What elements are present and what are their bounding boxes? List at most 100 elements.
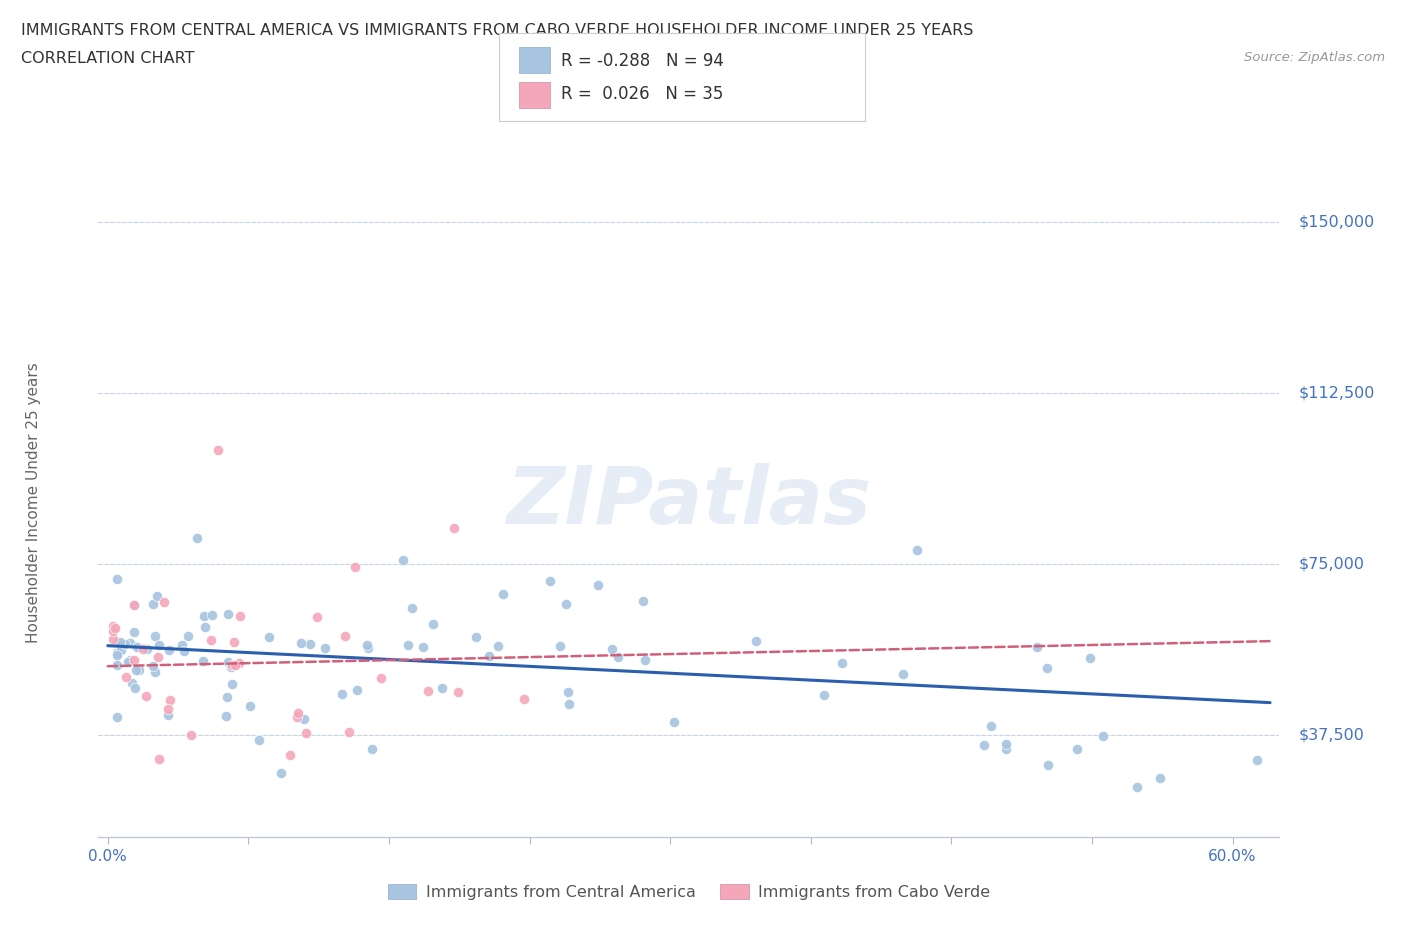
- Point: [1036, 660, 1059, 675]
- Point: [416, 684, 439, 698]
- Point: [193, 608, 215, 623]
- Point: [512, 692, 534, 707]
- Point: [145, 665, 167, 680]
- Point: [108, 634, 131, 649]
- Point: [125, 640, 148, 655]
- Point: [292, 711, 315, 726]
- Point: [103, 623, 125, 638]
- Point: [132, 642, 155, 657]
- Point: [1066, 741, 1088, 756]
- Point: [103, 631, 125, 646]
- Point: [557, 684, 579, 699]
- Point: [337, 724, 360, 739]
- Point: [464, 630, 486, 644]
- Point: [148, 638, 170, 653]
- Point: [121, 676, 143, 691]
- Point: [105, 646, 128, 661]
- Point: [343, 560, 366, 575]
- Point: [104, 620, 127, 635]
- Point: [114, 670, 136, 684]
- Point: [259, 630, 281, 644]
- Point: [396, 637, 419, 652]
- Point: [631, 593, 654, 608]
- Point: [124, 625, 146, 640]
- Text: $112,500: $112,500: [1298, 385, 1375, 401]
- Point: [270, 766, 292, 781]
- Point: [588, 578, 610, 592]
- Point: [159, 692, 181, 707]
- Point: [105, 658, 128, 672]
- Point: [124, 597, 146, 612]
- Point: [330, 686, 353, 701]
- Point: [177, 629, 200, 644]
- Point: [222, 634, 245, 649]
- Point: [744, 634, 766, 649]
- Point: [157, 643, 180, 658]
- Point: [117, 654, 139, 669]
- Point: [1092, 728, 1115, 743]
- Point: [422, 617, 444, 631]
- Point: [136, 642, 159, 657]
- Point: [118, 653, 141, 668]
- Point: [1078, 650, 1101, 665]
- Point: [200, 632, 222, 647]
- Legend: Immigrants from Central America, Immigrants from Cabo Verde: Immigrants from Central America, Immigra…: [381, 877, 997, 906]
- Point: [105, 571, 128, 586]
- Point: [228, 656, 250, 671]
- Text: $37,500: $37,500: [1298, 727, 1364, 742]
- Point: [831, 655, 853, 670]
- Point: [191, 654, 214, 669]
- Point: [135, 688, 157, 703]
- Point: [1149, 770, 1171, 785]
- Point: [335, 629, 357, 644]
- Point: [221, 658, 243, 672]
- Point: [1246, 752, 1268, 767]
- Point: [217, 654, 239, 669]
- Point: [229, 608, 252, 623]
- Point: [346, 683, 368, 698]
- Point: [298, 636, 321, 651]
- Point: [314, 641, 336, 656]
- Point: [124, 681, 146, 696]
- Point: [492, 586, 515, 601]
- Point: [360, 741, 382, 756]
- Point: [142, 596, 165, 611]
- Point: [201, 607, 224, 622]
- Point: [103, 619, 125, 634]
- Point: [224, 658, 246, 672]
- Point: [239, 698, 262, 713]
- Point: [156, 708, 179, 723]
- Point: [392, 552, 415, 567]
- Point: [662, 714, 685, 729]
- Point: [148, 751, 170, 766]
- Point: [207, 443, 229, 458]
- Text: $75,000: $75,000: [1298, 556, 1364, 571]
- Point: [994, 742, 1017, 757]
- Point: [1025, 640, 1047, 655]
- Point: [980, 719, 1002, 734]
- Text: $150,000: $150,000: [1298, 215, 1375, 230]
- Point: [905, 542, 928, 557]
- Text: CORRELATION CHART: CORRELATION CHART: [21, 51, 194, 66]
- Point: [247, 733, 270, 748]
- Point: [478, 648, 501, 663]
- Point: [412, 640, 434, 655]
- Point: [221, 676, 243, 691]
- Point: [290, 636, 312, 651]
- Point: [973, 737, 995, 752]
- Point: [357, 641, 380, 656]
- Point: [105, 710, 128, 724]
- Point: [170, 637, 193, 652]
- Point: [152, 595, 174, 610]
- Point: [1036, 757, 1059, 772]
- Point: [548, 639, 571, 654]
- Point: [146, 589, 169, 604]
- Point: [145, 629, 167, 644]
- Point: [287, 705, 309, 720]
- Point: [813, 688, 835, 703]
- Point: [118, 635, 141, 650]
- Point: [295, 726, 318, 741]
- Point: [538, 574, 561, 589]
- Point: [217, 606, 239, 621]
- Point: [995, 737, 1018, 751]
